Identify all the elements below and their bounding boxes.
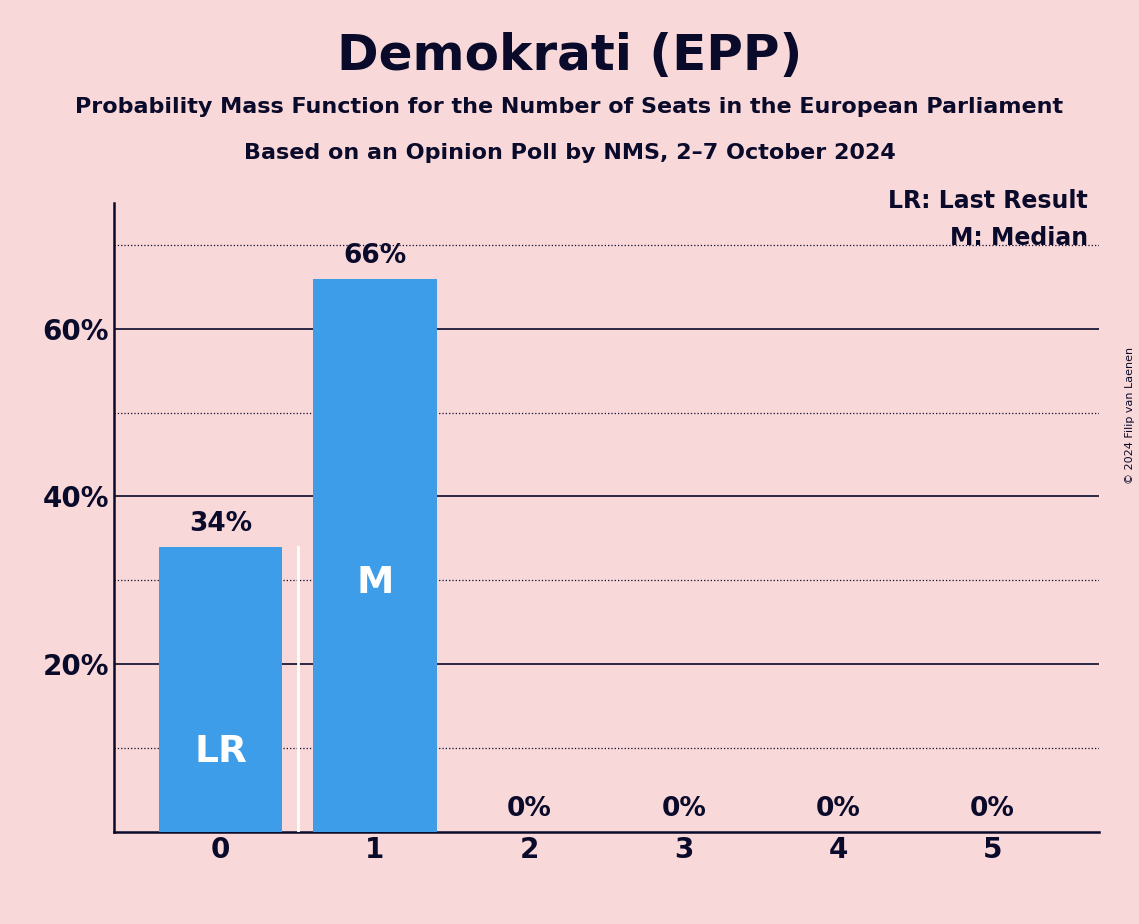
Text: M: M (357, 565, 394, 601)
Bar (313, 279, 436, 832)
Text: M: Median: M: Median (950, 226, 1088, 250)
Text: 0%: 0% (662, 796, 706, 821)
Text: 66%: 66% (343, 243, 407, 269)
Text: 0%: 0% (816, 796, 861, 821)
Text: Based on an Opinion Poll by NMS, 2–7 October 2024: Based on an Opinion Poll by NMS, 2–7 Oct… (244, 143, 895, 164)
Text: 0%: 0% (507, 796, 551, 821)
Text: LR: Last Result: LR: Last Result (888, 189, 1088, 213)
Text: LR: LR (194, 734, 247, 770)
Text: © 2024 Filip van Laenen: © 2024 Filip van Laenen (1125, 347, 1134, 484)
Text: 34%: 34% (189, 511, 252, 537)
Bar (158, 547, 282, 832)
Text: Demokrati (EPP): Demokrati (EPP) (337, 32, 802, 80)
Text: 0%: 0% (970, 796, 1015, 821)
Text: Probability Mass Function for the Number of Seats in the European Parliament: Probability Mass Function for the Number… (75, 97, 1064, 117)
